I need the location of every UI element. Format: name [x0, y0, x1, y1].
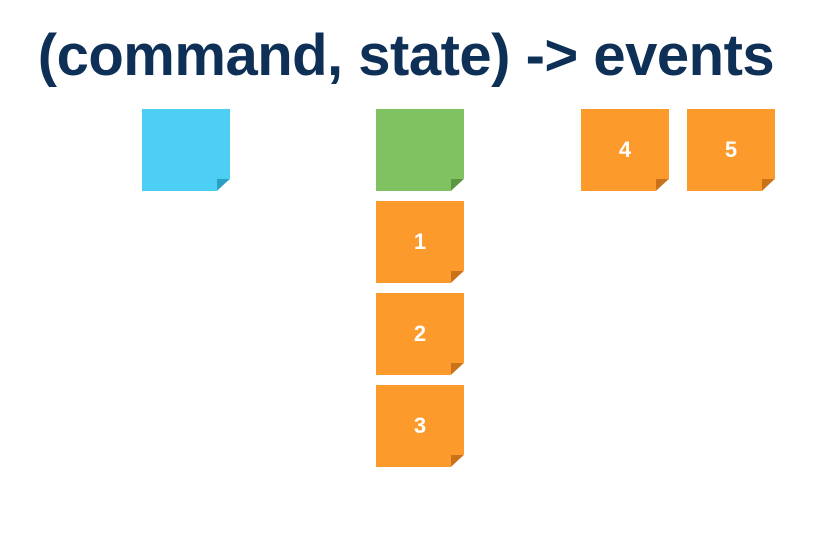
event-label-1: 1 — [413, 229, 427, 254]
event-label-2: 2 — [413, 321, 427, 346]
note-fold — [656, 179, 669, 191]
note-fold — [217, 179, 230, 191]
event-sticky-note-4: 4 — [581, 109, 669, 191]
event-label-5: 5 — [724, 137, 738, 162]
state-sticky-note — [376, 109, 464, 191]
event-sticky-note-2: 2 — [376, 293, 464, 375]
command-sticky-note — [142, 109, 230, 191]
note-fold — [451, 363, 464, 375]
event-sticky-note-5: 5 — [687, 109, 775, 191]
event-sticky-note-3: 3 — [376, 385, 464, 467]
page-title: (command, state) -> events — [37, 23, 775, 88]
event-sticky-note-1: 1 — [376, 201, 464, 283]
note-fold — [451, 455, 464, 467]
event-label-3: 3 — [413, 413, 427, 438]
note-fold — [451, 179, 464, 191]
note-fold — [451, 271, 464, 283]
event-label-4: 4 — [618, 137, 632, 162]
note-fold — [762, 179, 775, 191]
